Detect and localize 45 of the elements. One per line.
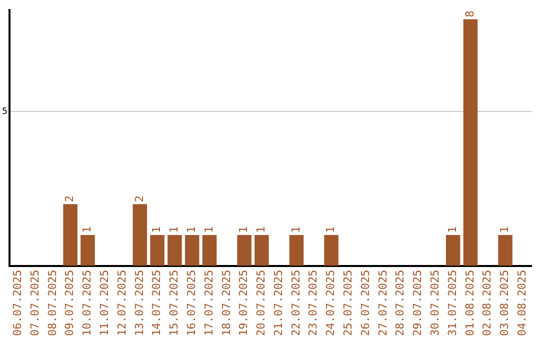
data-label: 1 [184,226,198,233]
data-label: 1 [446,226,459,233]
x-tick-label: 06.07.2025 [10,270,24,336]
data-label: 2 [132,196,146,202]
x-tick-label: 23.07.2025 [306,270,320,336]
x-tick-label: 22.07.2025 [289,270,302,336]
x-tick-label: 19.07.2025 [237,270,250,336]
x-tick-label: 24.07.2025 [324,270,338,336]
y-tick-label: 5 [2,107,8,118]
x-tick-label: 14.07.2025 [150,270,164,336]
x-tick-label: 13.07.2025 [132,270,146,336]
data-label: 1 [237,226,250,233]
x-tick-label: 18.07.2025 [220,270,233,336]
data-label: 8 [463,10,476,18]
data-label: 1 [168,226,181,233]
x-tick-label: 07.07.2025 [28,270,42,336]
x-tick-label: 16.07.2025 [184,270,198,336]
x-tick-label: 10.07.2025 [80,270,94,336]
data-label: 1 [150,226,164,233]
x-tick-label: 03.08.2025 [498,270,512,336]
x-tick-label: 15.07.2025 [168,270,181,336]
data-label: 1 [289,226,302,233]
x-tick-label: 17.07.2025 [202,270,216,336]
x-tick-label: 25.07.2025 [342,270,355,336]
x-tick-label: 09.07.2025 [63,270,76,336]
data-label: 1 [324,226,338,233]
data-label: 2 [63,196,76,202]
x-tick-label: 02.08.2025 [480,270,494,336]
x-tick-label: 21.07.2025 [272,270,285,336]
x-tick-label: 01.08.2025 [463,270,476,336]
data-label: 1 [254,226,268,233]
x-tick-label: 11.07.2025 [98,270,111,336]
x-tick-label: 08.07.2025 [46,270,59,336]
data-label: 1 [498,226,512,233]
x-tick-label: 30.07.2025 [428,270,442,336]
x-tick-label: 31.07.2025 [446,270,459,336]
data-label: 1 [202,226,216,233]
x-tick-label: 29.07.2025 [411,270,424,336]
x-tick-label: 04.08.2025 [516,270,529,336]
x-tick-label: 26.07.2025 [358,270,372,336]
x-tick-label: 20.07.2025 [254,270,268,336]
x-tick-label: 12.07.2025 [115,270,128,336]
x-tick-label: 27.07.2025 [376,270,390,336]
data-label: 1 [80,226,94,233]
x-tick-label: 28.07.2025 [394,270,407,336]
